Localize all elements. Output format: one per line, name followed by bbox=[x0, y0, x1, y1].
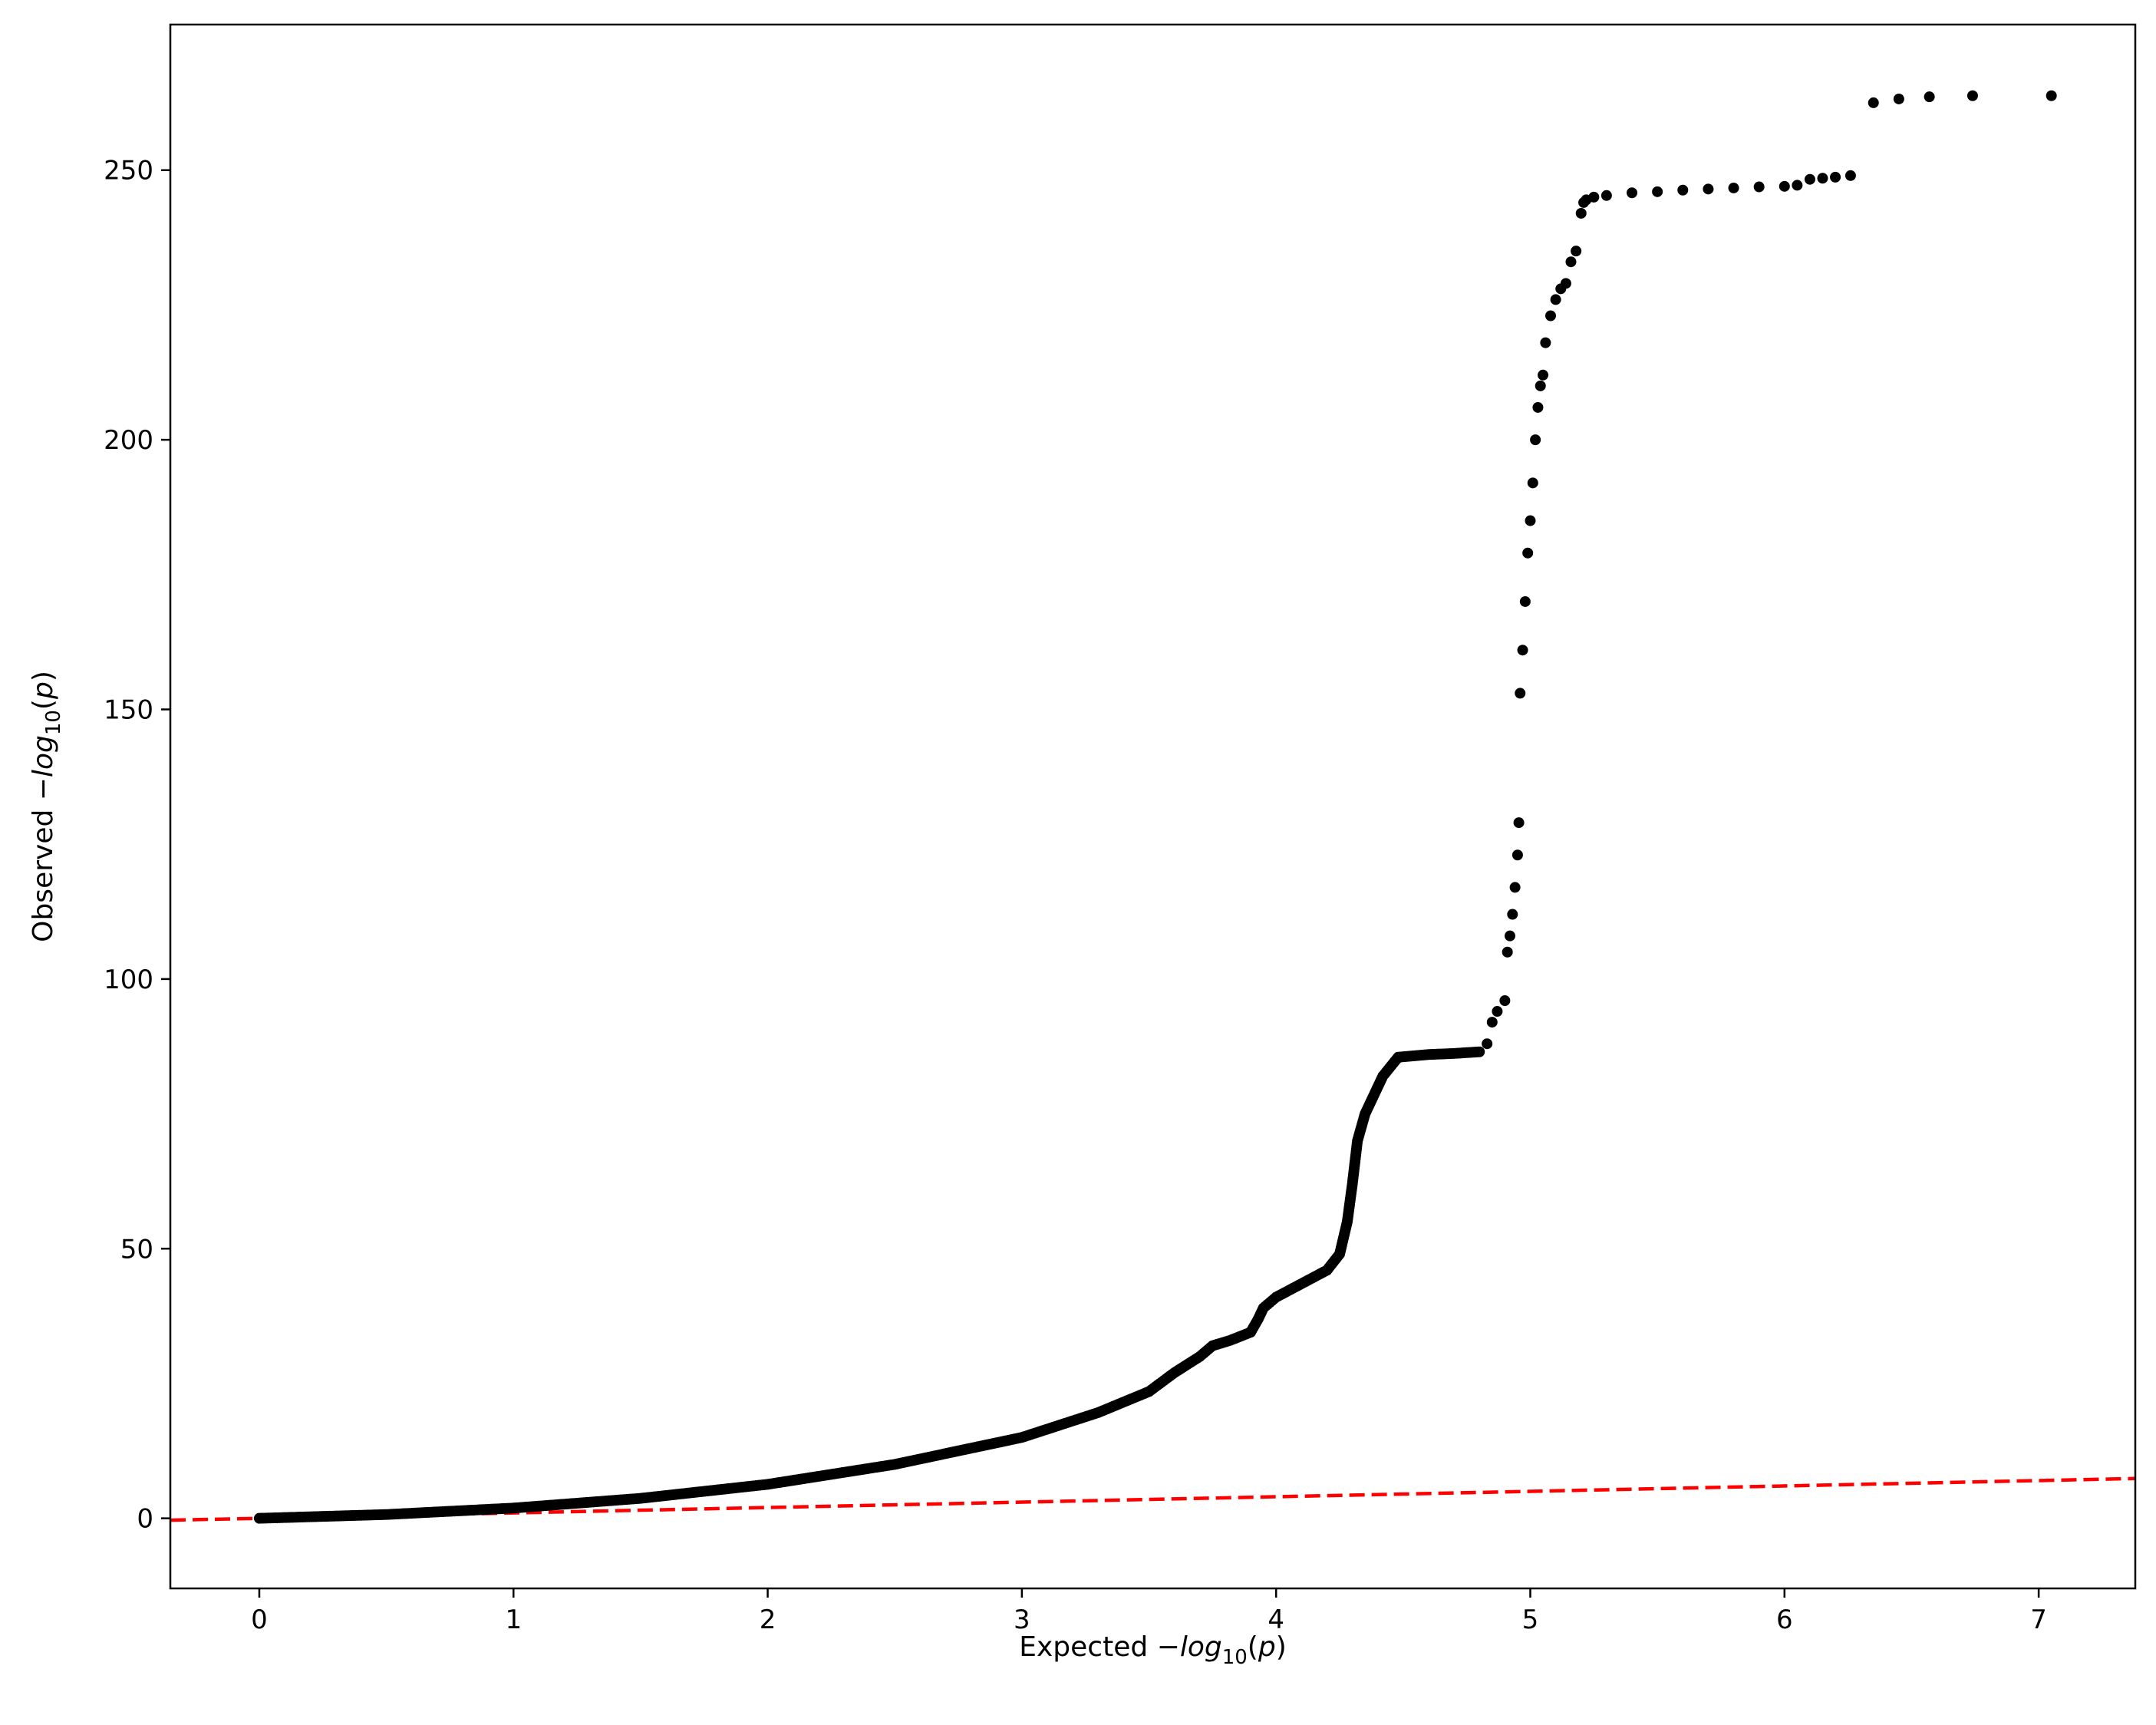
data-points bbox=[253, 90, 2057, 1524]
data-point bbox=[1538, 369, 1549, 381]
data-point bbox=[1627, 187, 1638, 199]
data-point bbox=[1830, 171, 1841, 183]
y-axis-label: Observed −log10(p) bbox=[28, 671, 65, 942]
data-point bbox=[1753, 181, 1765, 193]
plot-content bbox=[170, 90, 2136, 1524]
y-tick-label: 200 bbox=[104, 425, 153, 456]
data-point bbox=[1804, 173, 1815, 185]
x-axis-label-prefix: Expected − bbox=[1019, 1631, 1180, 1663]
data-point bbox=[1532, 401, 1544, 413]
data-point bbox=[1966, 90, 1978, 101]
data-point bbox=[1779, 180, 1790, 192]
y-axis-label-prefix: Observed − bbox=[28, 777, 59, 942]
data-point bbox=[1550, 294, 1561, 305]
data-point bbox=[1512, 849, 1523, 861]
data-point bbox=[1728, 182, 1739, 193]
x-axis-label-close: ) bbox=[1276, 1631, 1287, 1663]
x-axis-label-var: p bbox=[1258, 1631, 1276, 1663]
x-axis-label-open: ( bbox=[1248, 1631, 1258, 1663]
data-point bbox=[1486, 1017, 1498, 1028]
data-point bbox=[1601, 190, 1612, 201]
data-point bbox=[1530, 434, 1541, 446]
reference-line bbox=[170, 1476, 2136, 1522]
data-point bbox=[1588, 191, 1600, 203]
data-point bbox=[1474, 1046, 1485, 1057]
data-point bbox=[1868, 97, 1879, 108]
y-tick-label: 0 bbox=[137, 1504, 153, 1535]
data-point bbox=[1924, 91, 1935, 103]
data-point bbox=[1519, 595, 1531, 607]
data-point bbox=[1527, 477, 1538, 489]
y-tick-label: 50 bbox=[120, 1234, 153, 1265]
data-point bbox=[2046, 90, 2057, 101]
x-axis-label: Expected −log10(p) bbox=[1019, 1631, 1287, 1669]
data-point bbox=[1893, 93, 1904, 104]
data-point bbox=[1544, 310, 1556, 322]
x-tick-label: 5 bbox=[1522, 1605, 1539, 1635]
y-axis-label-var: p bbox=[28, 681, 59, 700]
data-point bbox=[1492, 1006, 1503, 1018]
data-point bbox=[1502, 946, 1513, 958]
y-axis-label-open: ( bbox=[28, 699, 59, 710]
data-point bbox=[1482, 1038, 1493, 1050]
x-tick-label: 1 bbox=[505, 1605, 522, 1635]
y-axis-label-fn: log bbox=[28, 735, 59, 777]
data-point bbox=[1575, 207, 1587, 219]
data-point bbox=[1571, 246, 1582, 257]
data-point bbox=[1703, 183, 1714, 195]
x-tick-label: 6 bbox=[1776, 1605, 1793, 1635]
x-tick-label: 4 bbox=[1268, 1605, 1284, 1635]
x-tick-label: 0 bbox=[251, 1605, 268, 1635]
y-tick-label: 150 bbox=[104, 695, 153, 726]
x-tick-label: 7 bbox=[2030, 1605, 2047, 1635]
x-axis: 0 1 2 3 4 5 6 7 bbox=[251, 1588, 2047, 1635]
y-tick-label: 250 bbox=[104, 156, 153, 186]
data-point bbox=[1515, 688, 1526, 699]
data-point bbox=[1652, 186, 1663, 197]
data-point bbox=[1560, 278, 1571, 289]
data-point bbox=[1507, 909, 1518, 920]
y-axis-label-sub: 10 bbox=[42, 710, 65, 735]
data-point bbox=[1844, 170, 1856, 181]
x-axis-label-fn: log bbox=[1180, 1631, 1222, 1663]
data-point bbox=[1504, 930, 1515, 942]
data-point bbox=[1522, 547, 1534, 559]
x-axis-label-sub: 10 bbox=[1222, 1646, 1248, 1669]
data-point bbox=[1499, 994, 1511, 1006]
data-point bbox=[1565, 256, 1577, 268]
data-point bbox=[1525, 515, 1536, 526]
data-point bbox=[1535, 380, 1546, 391]
plot-frame bbox=[169, 23, 2137, 1590]
x-tick-label: 2 bbox=[760, 1605, 776, 1635]
data-point bbox=[1509, 882, 1521, 893]
y-tick-label: 100 bbox=[104, 965, 153, 995]
data-point bbox=[1513, 817, 1525, 829]
y-axis-label-close: ) bbox=[28, 671, 59, 681]
y-axis: 0 50 100 150 200 250 bbox=[104, 156, 170, 1535]
data-point bbox=[1540, 337, 1551, 348]
data-point bbox=[1817, 173, 1828, 184]
x-tick-label: 3 bbox=[1014, 1605, 1030, 1635]
data-point bbox=[1517, 645, 1528, 656]
data-point bbox=[1677, 184, 1689, 196]
data-point bbox=[1792, 180, 1803, 191]
